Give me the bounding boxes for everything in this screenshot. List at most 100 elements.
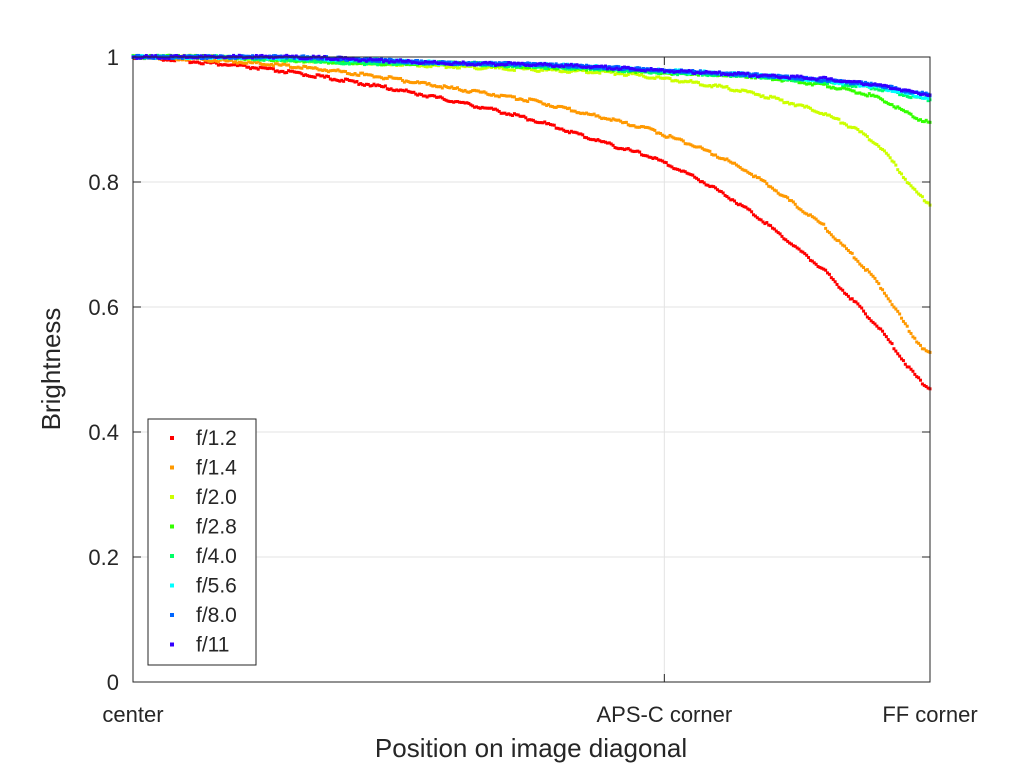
data-point [530,62,533,66]
data-point [778,78,782,82]
data-point [311,66,315,70]
data-point [810,76,814,80]
data-point [518,114,522,118]
data-point [793,79,797,83]
data-point [326,75,330,79]
data-point [461,89,465,93]
data-point [879,147,883,151]
data-point [158,54,162,58]
data-point [818,265,822,269]
data-point [290,58,294,62]
data-point [349,79,353,83]
data-point [361,71,365,75]
legend-label: f/2.0 [196,486,237,509]
data-point [714,186,718,190]
data-point [898,87,902,91]
data-point [854,126,858,130]
data-point [831,78,835,82]
data-point [419,93,423,97]
data-point [693,145,697,149]
data-point [406,58,410,62]
data-point [374,84,378,88]
data-point [501,111,505,115]
data-point [852,256,856,260]
data-point [901,93,905,97]
data-point [387,75,391,79]
data-point [715,74,719,78]
data-point [586,112,590,116]
data-point [748,74,752,78]
data-point [903,90,907,94]
data-point [803,252,807,256]
data-point [573,130,577,134]
data-point [437,95,441,99]
data-point [330,69,334,73]
data-point [907,111,911,115]
data-point [425,82,429,86]
data-point [721,157,725,161]
data-point [657,71,661,75]
data-point [600,66,604,70]
data-point [271,67,275,71]
data-point [571,67,575,71]
data-point [882,332,886,336]
legend-marker [170,554,174,558]
data-point [400,88,404,92]
data-point [613,67,617,71]
data-point [907,95,911,99]
data-point [554,62,558,66]
data-point [364,72,368,76]
data-point [731,198,735,202]
data-point [493,107,497,111]
data-point [835,117,839,121]
data-point [651,157,655,161]
data-point [345,56,349,60]
data-point [810,259,814,263]
data-point [710,73,714,77]
data-point [307,74,311,78]
data-point [609,67,613,71]
data-point [617,118,621,122]
data-point [782,237,786,241]
data-point [803,105,807,109]
data-point [408,80,412,84]
data-point [427,64,431,68]
data-point [727,73,731,77]
data-point [268,66,272,70]
data-point [431,84,435,88]
data-point [827,272,831,276]
data-point [226,59,230,63]
data-point [592,66,596,70]
data-point [408,90,412,94]
data-point [913,116,917,120]
legend-label: f/1.2 [196,427,237,450]
data-point [490,65,494,69]
data-point [863,82,867,86]
data-point [636,125,640,129]
data-point [199,57,203,61]
data-point [729,72,733,76]
data-point [304,57,308,61]
data-point [547,62,551,66]
data-point [588,66,592,70]
data-point [837,117,841,121]
data-point [524,99,528,103]
data-point [285,71,289,75]
data-point [177,54,181,58]
data-point [892,305,896,309]
data-point [150,54,154,58]
data-point [700,146,704,150]
data-point [209,59,213,63]
data-point [666,135,670,139]
data-point [839,121,843,125]
data-point [700,180,704,184]
data-point [778,232,782,236]
data-point [395,88,399,92]
data-point [843,122,847,126]
data-point [617,69,621,73]
data-point [687,80,691,84]
data-point [810,108,814,112]
data-point [852,82,856,86]
data-point [313,60,317,64]
data-point [473,88,477,92]
